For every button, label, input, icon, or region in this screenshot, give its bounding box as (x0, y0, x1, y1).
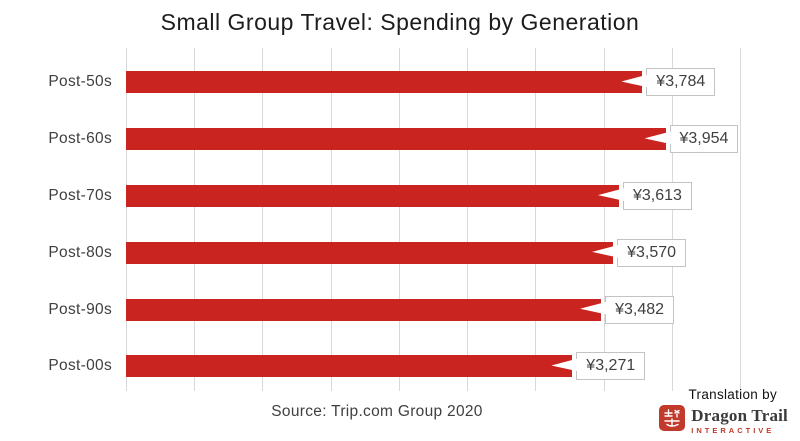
category-label: Post-00s (48, 357, 112, 375)
dragon-trail-logo: Dragon Trail INTERACTIVE (659, 405, 788, 436)
category-label: Post-90s (48, 300, 112, 318)
value-label: ¥3,482 (615, 300, 665, 318)
logo-subtitle: INTERACTIVE (691, 425, 775, 435)
gridline (126, 48, 127, 391)
bar-post-80s: ¥3,570 (126, 238, 687, 267)
plot-area (126, 48, 741, 391)
logo-text: Dragon Trail INTERACTIVE (691, 407, 788, 435)
gridline (262, 48, 264, 391)
bar-post-70s: ¥3,613 (126, 181, 692, 210)
bar-post-00s: ¥3,271 (126, 352, 646, 381)
category-label: Post-70s (48, 186, 112, 204)
bar-row-post-00s: Post-00s ¥3,271 (48, 338, 740, 395)
bar-post-50s: ¥3,784 (126, 68, 716, 97)
gridline (740, 48, 741, 391)
callout-pointer (597, 187, 625, 201)
bar-row-post-50s: Post-50s ¥3,784 (48, 54, 740, 111)
gridline (330, 48, 332, 391)
callout-pointer (621, 74, 649, 88)
gridline (603, 48, 605, 391)
bar-row-post-60s: Post-60s ¥3,954 (48, 111, 740, 168)
value-callout: ¥3,613 (597, 181, 692, 210)
bar-row-post-90s: Post-90s ¥3,482 (48, 281, 740, 338)
gridline (535, 48, 537, 391)
bar-post-60s: ¥3,954 (126, 125, 739, 154)
bar-post-90s: ¥3,482 (126, 295, 675, 324)
callout-pointer (592, 244, 620, 258)
bars-container: Post-50s ¥3,784 Post-60s ¥3,954 Post-70s… (48, 54, 740, 395)
gridline (398, 48, 400, 391)
category-label: Post-60s (48, 130, 112, 148)
translation-credit: Translation by (688, 387, 777, 402)
callout-pointer (580, 301, 608, 315)
callout-pointer (551, 358, 579, 372)
callout-pointer (644, 131, 672, 145)
category-label: Post-50s (48, 73, 112, 91)
source-citation: Source: Trip.com Group 2020 (271, 403, 483, 420)
value-callout: ¥3,570 (592, 238, 687, 267)
gridline (467, 48, 469, 391)
value-label: ¥3,954 (679, 130, 729, 148)
logo-name: Dragon Trail (691, 405, 788, 425)
value-label: ¥3,613 (632, 186, 682, 204)
gridline (671, 48, 673, 391)
value-label: ¥3,271 (586, 357, 636, 375)
value-callout: ¥3,954 (644, 125, 739, 154)
bar-row-post-80s: Post-80s ¥3,570 (48, 224, 740, 281)
gridline (194, 48, 196, 391)
dragon-trail-seal-icon (659, 405, 686, 436)
value-callout: ¥3,482 (580, 295, 675, 324)
value-callout: ¥3,271 (551, 352, 646, 381)
value-label: ¥3,570 (627, 243, 677, 261)
bar-row-post-70s: Post-70s ¥3,613 (48, 168, 740, 225)
chart-title: Small Group Travel: Spending by Generati… (160, 9, 640, 35)
value-callout: ¥3,784 (621, 68, 716, 97)
category-label: Post-80s (48, 243, 112, 261)
value-label: ¥3,784 (656, 73, 706, 91)
